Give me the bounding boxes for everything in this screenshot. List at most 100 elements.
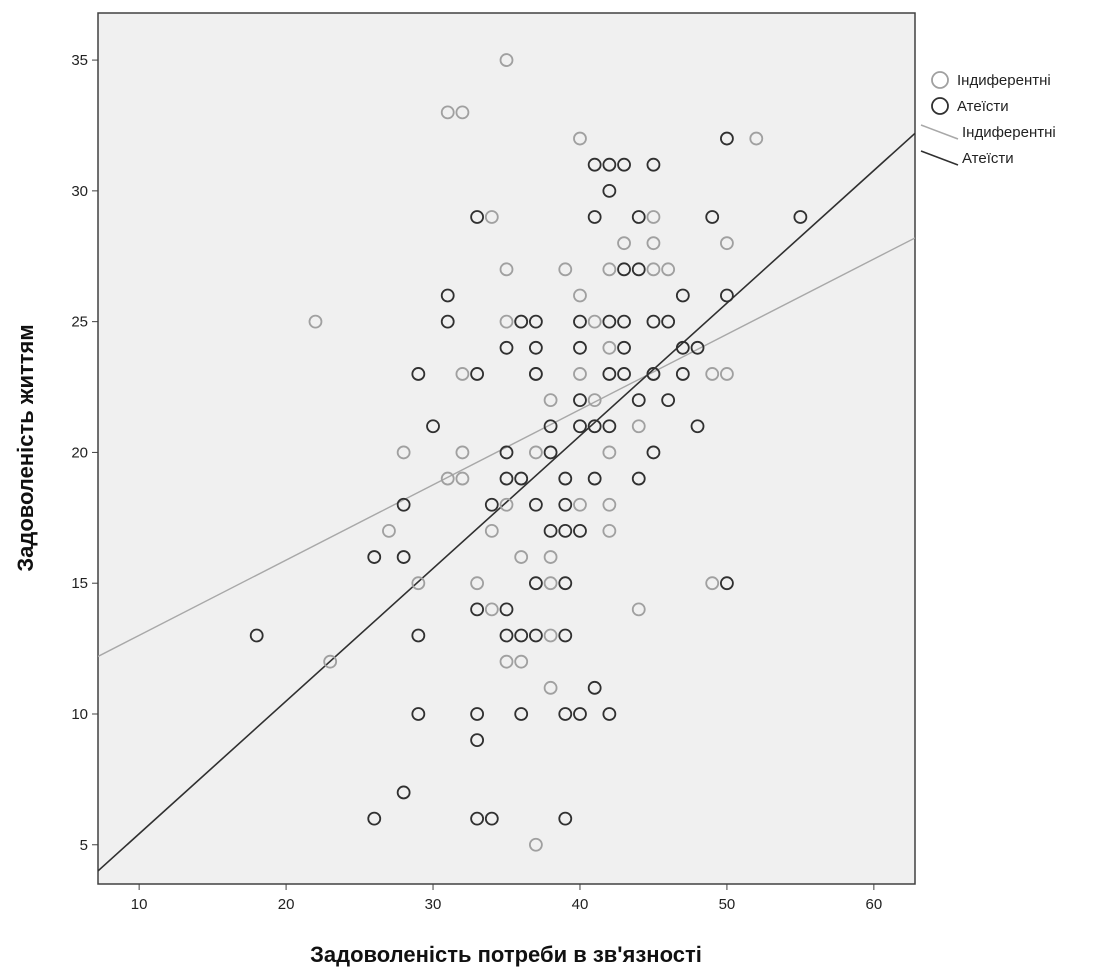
data-point [720, 576, 734, 591]
data-point [631, 471, 646, 486]
data-point [617, 236, 631, 251]
data-point [646, 262, 661, 277]
data-point [661, 393, 676, 408]
data-point [675, 367, 690, 381]
data-point [499, 53, 514, 67]
data-point [514, 314, 529, 329]
data-point [411, 707, 426, 721]
data-point [484, 523, 499, 538]
data-point [484, 811, 499, 826]
data-point [602, 707, 617, 721]
data-point [558, 628, 573, 643]
data-point [470, 210, 485, 224]
data-point [602, 523, 617, 538]
data-point [661, 262, 676, 277]
data-point [440, 314, 455, 329]
data-point [631, 210, 646, 224]
legend-label: Індиферентні [957, 72, 1051, 89]
data-point [440, 471, 455, 486]
data-point [602, 497, 617, 512]
data-point [558, 811, 573, 826]
data-point [543, 576, 558, 591]
data-point [587, 680, 602, 695]
data-point [499, 262, 514, 277]
data-point [470, 602, 485, 617]
data-point [602, 157, 617, 172]
data-point [646, 367, 661, 381]
data-point [573, 288, 587, 303]
data-point [646, 445, 661, 460]
data-point [499, 602, 514, 617]
data-point [631, 393, 646, 408]
data-point [690, 340, 705, 355]
data-point [367, 550, 382, 564]
legend-line [920, 124, 959, 140]
data-point [484, 210, 499, 224]
data-point [514, 707, 529, 721]
data-point [470, 367, 485, 381]
data-point [426, 419, 440, 434]
data-point [543, 628, 558, 643]
data-point [558, 576, 573, 591]
data-point [573, 419, 587, 434]
data-point [587, 210, 602, 224]
data-point [558, 471, 573, 486]
data-point [440, 288, 455, 303]
data-point [396, 497, 411, 512]
data-point [690, 419, 705, 434]
x-tick-label: 40 [572, 896, 589, 913]
data-point [499, 654, 514, 669]
data-point [558, 262, 573, 277]
data-point [573, 314, 587, 329]
data-point [617, 157, 631, 172]
data-point [705, 367, 720, 381]
data-point [470, 707, 485, 721]
data-point [617, 340, 631, 355]
data-point [705, 210, 720, 224]
data-point [631, 419, 646, 434]
data-point [573, 707, 587, 721]
data-point [499, 471, 514, 486]
axis-ticks: 10 20 30 40 50 60 5 10 15 20 25 30 35 [71, 52, 882, 913]
data-point [543, 393, 558, 408]
data-point [470, 733, 485, 748]
data-point [499, 445, 514, 460]
data-point [573, 367, 587, 381]
data-point [543, 419, 558, 434]
data-point [528, 367, 543, 381]
legend: Індиферентні Атеїсти Індиферентні Атеїсти [920, 71, 1056, 167]
x-axis-title: Задоволеність потреби в зв'язності [310, 942, 702, 967]
data-point [528, 314, 543, 329]
data-point [514, 628, 529, 643]
data-points [249, 53, 808, 852]
data-point [573, 497, 587, 512]
data-point [558, 497, 573, 512]
data-point [749, 131, 764, 146]
x-tick-label: 60 [866, 896, 883, 913]
data-point [793, 210, 808, 224]
data-point [646, 157, 661, 172]
data-point [528, 628, 543, 643]
x-tick-label: 10 [131, 896, 148, 913]
data-point [602, 367, 617, 381]
data-point [602, 445, 617, 460]
data-point [323, 654, 338, 669]
legend-marker [931, 71, 949, 89]
data-point [499, 340, 514, 355]
data-point [455, 471, 470, 486]
data-point [455, 445, 470, 460]
data-point [558, 707, 573, 721]
data-point [470, 811, 485, 826]
data-point [631, 262, 646, 277]
data-point [617, 314, 631, 329]
legend-label: Індиферентні [962, 124, 1056, 141]
legend-label: Атеїсти [957, 98, 1009, 115]
y-tick-label: 25 [71, 314, 88, 331]
data-point [411, 367, 426, 381]
data-point [587, 314, 602, 329]
data-point [514, 550, 529, 564]
data-point [587, 393, 602, 408]
data-point [543, 445, 558, 460]
legend-line [920, 150, 959, 166]
